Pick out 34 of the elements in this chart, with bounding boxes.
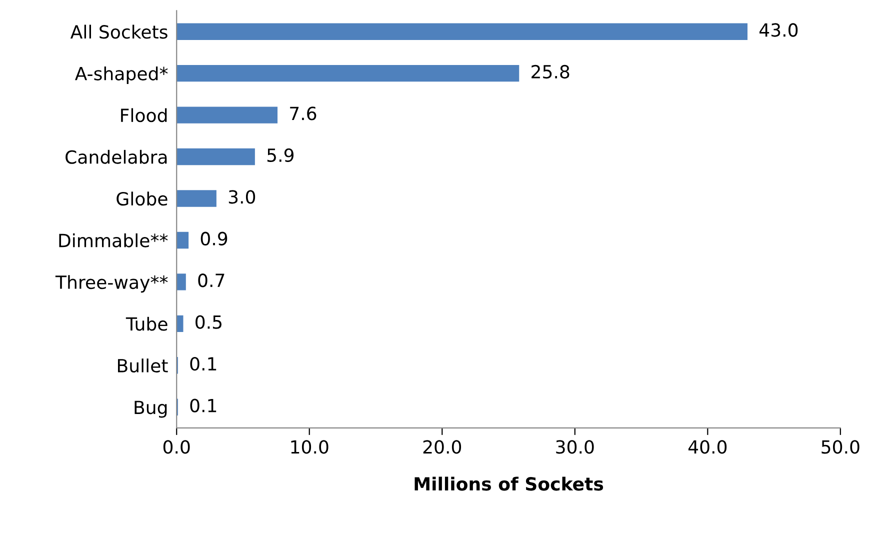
x-tick-label: 50.0 (822, 440, 860, 454)
bar (176, 148, 255, 166)
bar (176, 190, 216, 207)
y-tick-label: Three-way** (55, 275, 168, 293)
y-tick-label: Bug (134, 400, 167, 418)
data-label: 0.9 (200, 232, 228, 246)
x-tick-label: 20.0 (423, 440, 462, 454)
x-tick-label: 0.0 (163, 440, 190, 454)
data-label: 7.6 (290, 106, 316, 120)
y-tick-label: A-shaped* (74, 66, 168, 84)
y-tick-label: Bullet (118, 358, 168, 373)
data-label: 0.1 (190, 356, 216, 371)
y-tick-label: Globe (116, 192, 168, 206)
data-label: 43.0 (759, 23, 798, 37)
bar (176, 106, 278, 124)
bar (176, 232, 189, 249)
x-tick-label: 30.0 (556, 440, 594, 454)
data-label: 25.8 (532, 64, 570, 79)
data-label: 0.7 (198, 274, 224, 288)
x-axis-title: Millions of Sockets (414, 476, 604, 491)
y-tick-label: Tube (126, 316, 168, 331)
y-tick-label: Candelabra (66, 150, 167, 164)
y-tick-label: Dimmable** (59, 233, 168, 248)
bar (176, 64, 520, 82)
x-tick-label: 40.0 (688, 440, 727, 454)
x-tick-label: 10.0 (291, 440, 328, 454)
data-label: 3.0 (228, 190, 256, 204)
y-tick-label: All Sockets (70, 24, 168, 39)
bar (176, 274, 186, 290)
data-label: 5.9 (267, 148, 294, 162)
bar (176, 23, 748, 40)
data-label: 0.5 (196, 315, 222, 329)
y-tick-label: Flood (121, 108, 167, 122)
data-label: 0.1 (190, 398, 216, 412)
